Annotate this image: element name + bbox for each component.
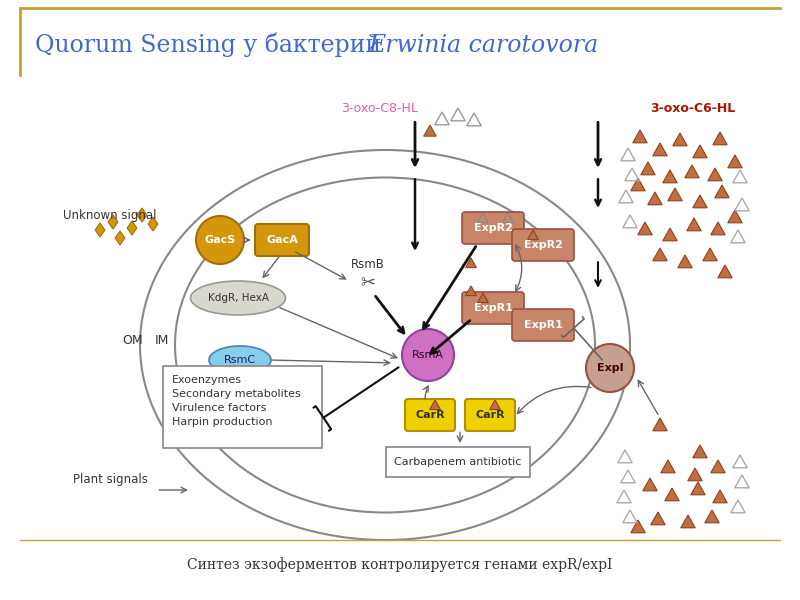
Polygon shape <box>528 230 538 239</box>
Polygon shape <box>705 510 719 523</box>
Text: Virulence factors: Virulence factors <box>172 403 266 413</box>
Polygon shape <box>693 145 707 158</box>
Polygon shape <box>693 195 707 208</box>
Polygon shape <box>95 223 105 237</box>
Text: ExpR2: ExpR2 <box>474 223 513 233</box>
Polygon shape <box>728 210 742 223</box>
Ellipse shape <box>209 346 271 374</box>
Polygon shape <box>148 217 158 231</box>
Circle shape <box>402 329 454 381</box>
Polygon shape <box>653 248 667 261</box>
Polygon shape <box>710 460 726 473</box>
Text: ExpI: ExpI <box>597 363 623 373</box>
Polygon shape <box>466 286 477 296</box>
Text: RsmC: RsmC <box>224 355 256 365</box>
FancyBboxPatch shape <box>465 399 515 431</box>
Polygon shape <box>466 258 477 268</box>
Polygon shape <box>661 460 675 473</box>
FancyBboxPatch shape <box>163 366 322 448</box>
Polygon shape <box>693 445 707 458</box>
Polygon shape <box>662 228 677 241</box>
Text: OM: OM <box>122 334 143 346</box>
Polygon shape <box>665 488 679 501</box>
FancyBboxPatch shape <box>386 447 530 477</box>
Polygon shape <box>115 231 125 245</box>
Polygon shape <box>713 132 727 145</box>
FancyBboxPatch shape <box>512 229 574 261</box>
Circle shape <box>586 344 634 392</box>
Text: Exoenzymes: Exoenzymes <box>172 375 242 385</box>
Text: Синтез экзоферментов контролируется генами expR/expI: Синтез экзоферментов контролируется гена… <box>187 557 613 572</box>
Text: ExpR1: ExpR1 <box>474 303 513 313</box>
Polygon shape <box>728 155 742 168</box>
Circle shape <box>196 216 244 264</box>
Polygon shape <box>430 400 440 410</box>
Text: ExpR2: ExpR2 <box>523 240 562 250</box>
Polygon shape <box>710 222 726 235</box>
Polygon shape <box>478 293 488 302</box>
Text: 3-oxo-C6-HL: 3-oxo-C6-HL <box>650 101 735 115</box>
FancyBboxPatch shape <box>512 309 574 341</box>
FancyBboxPatch shape <box>405 399 455 431</box>
Ellipse shape <box>190 281 286 315</box>
Polygon shape <box>662 170 677 183</box>
Text: Carbapenem antibiotic: Carbapenem antibiotic <box>394 457 522 467</box>
Polygon shape <box>681 515 695 528</box>
Polygon shape <box>651 512 666 525</box>
Polygon shape <box>424 125 436 136</box>
Polygon shape <box>713 490 727 503</box>
Polygon shape <box>630 520 646 533</box>
Polygon shape <box>653 143 667 156</box>
Polygon shape <box>108 215 118 229</box>
Text: IM: IM <box>155 334 169 346</box>
FancyBboxPatch shape <box>462 212 524 244</box>
Text: Unknown signal: Unknown signal <box>63 208 157 221</box>
Polygon shape <box>715 185 730 198</box>
Polygon shape <box>633 130 647 143</box>
Polygon shape <box>685 165 699 178</box>
Polygon shape <box>688 468 702 481</box>
Polygon shape <box>678 255 692 268</box>
FancyBboxPatch shape <box>255 224 309 256</box>
Text: GacA: GacA <box>266 235 298 245</box>
Polygon shape <box>638 222 652 235</box>
Polygon shape <box>643 478 658 491</box>
Text: RsmB: RsmB <box>351 257 385 271</box>
Polygon shape <box>690 482 706 495</box>
Text: KdgR, HexA: KdgR, HexA <box>207 293 269 303</box>
Polygon shape <box>673 133 687 146</box>
Text: CarR: CarR <box>475 410 505 420</box>
Polygon shape <box>648 192 662 205</box>
Polygon shape <box>137 208 147 222</box>
Text: ExpR1: ExpR1 <box>523 320 562 330</box>
Polygon shape <box>641 162 655 175</box>
Polygon shape <box>127 221 137 235</box>
Text: GacS: GacS <box>204 235 236 245</box>
Polygon shape <box>668 188 682 201</box>
Polygon shape <box>686 218 701 231</box>
FancyBboxPatch shape <box>462 292 524 324</box>
Text: Quorum Sensing у бактерий: Quorum Sensing у бактерий <box>35 33 389 57</box>
Polygon shape <box>708 168 722 181</box>
Text: Plant signals: Plant signals <box>73 473 147 487</box>
Text: 3-oxo-C8-HL: 3-oxo-C8-HL <box>342 101 418 115</box>
Polygon shape <box>702 248 718 261</box>
Text: Erwinia carotovora: Erwinia carotovora <box>368 34 598 56</box>
Polygon shape <box>718 265 732 278</box>
Polygon shape <box>630 178 646 191</box>
Text: CarR: CarR <box>415 410 445 420</box>
Text: Secondary metabolites: Secondary metabolites <box>172 389 301 399</box>
Polygon shape <box>653 418 667 431</box>
Text: RsmA: RsmA <box>412 350 444 360</box>
Polygon shape <box>490 400 501 410</box>
Text: Harpin production: Harpin production <box>172 417 273 427</box>
Text: ✂: ✂ <box>361 274 375 292</box>
